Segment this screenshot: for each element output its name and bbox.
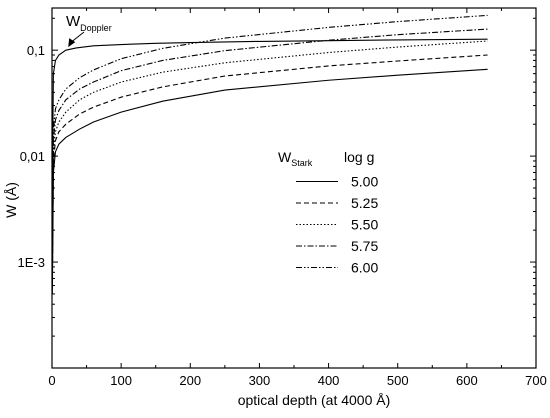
plot-border [51, 7, 537, 369]
legend-title-main: W [278, 149, 292, 165]
legend-label: 5.50 [351, 217, 378, 233]
legend-label: 5.25 [351, 195, 378, 211]
legend-title-sub: Stark [291, 158, 313, 168]
legend-label: 6.00 [351, 260, 378, 276]
legend-label: 5.00 [351, 174, 378, 190]
x-tick-label: 200 [179, 373, 201, 388]
series-line-logg-5-25 [51, 54, 488, 286]
y-axis-title: W (Å) [3, 182, 19, 218]
series-line-logg-6-00 [51, 14, 488, 263]
plot-frame [51, 7, 537, 369]
x-tick-label: 600 [456, 373, 478, 388]
doppler-arrow-head [68, 38, 76, 48]
series-line-logg-5-50 [51, 40, 488, 279]
legend-label: 5.75 [351, 238, 378, 254]
doppler-label: WDoppler [66, 13, 112, 33]
x-tick-label: 400 [318, 373, 340, 388]
series-line-doppler [51, 38, 488, 193]
series-line-logg-5-00 [51, 68, 488, 294]
doppler-arrow-line [70, 31, 85, 43]
axis-ticks: 0 100 200 300 400 500 600 700 1E-3 0,01 0,1 [18, 8, 547, 388]
series-line-logg-5-75 [51, 28, 488, 273]
y-tick-label: 0,1 [27, 43, 45, 58]
doppler-annotation: WDoppler [66, 13, 112, 48]
x-tick-label: 0 [48, 373, 55, 388]
x-tick-label: 100 [110, 373, 132, 388]
y-tick-label: 0,01 [20, 149, 45, 164]
x-tick-label: 300 [249, 373, 271, 388]
series-layer [51, 14, 488, 294]
x-axis-title: optical depth (at 4000 Å) [238, 392, 391, 408]
doppler-label-main: W [66, 13, 81, 30]
doppler-label-sub: Doppler [80, 23, 112, 33]
legend-title: WStark [278, 149, 313, 168]
x-tick-label: 500 [387, 373, 409, 388]
y-tick-label: 1E-3 [18, 255, 45, 270]
x-tick-label: 700 [525, 373, 547, 388]
legend: WStark log g 5.00 5.25 5.50 5.75 6.00 [278, 149, 378, 276]
legend-title-extra: log g [344, 149, 374, 165]
